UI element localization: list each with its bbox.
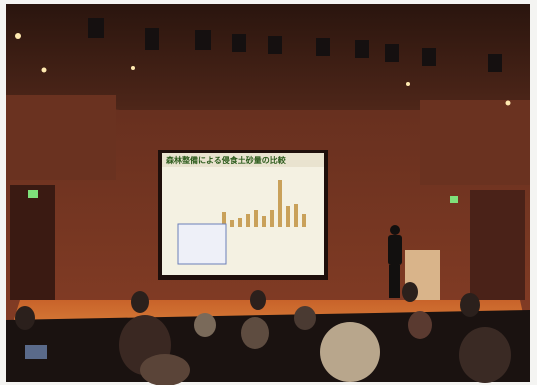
person	[402, 282, 418, 302]
person	[460, 293, 480, 317]
audience	[15, 282, 511, 385]
slide-bar	[270, 210, 274, 227]
slide-bar	[222, 212, 226, 227]
slide-bar	[254, 210, 258, 227]
ceiling-lamps	[15, 33, 511, 106]
side-wall-left	[6, 95, 116, 180]
spotlight	[316, 38, 330, 56]
person	[250, 290, 266, 310]
ceiling	[6, 4, 530, 110]
slide-bar	[262, 216, 266, 227]
slide-bar	[294, 204, 298, 227]
stage-lights	[88, 18, 502, 72]
lamp	[131, 66, 135, 70]
slide-bar	[278, 180, 282, 227]
person	[320, 322, 380, 382]
slide-bar	[286, 206, 290, 227]
spotlight	[88, 18, 104, 38]
exit-sign	[450, 196, 458, 203]
speaker-body	[388, 235, 402, 265]
spotlight	[145, 28, 159, 50]
slide-bar	[302, 214, 306, 227]
lamp	[505, 100, 511, 106]
audience-area	[6, 310, 530, 382]
person	[15, 306, 35, 330]
door-left	[10, 185, 55, 300]
slide-bar	[238, 218, 242, 227]
person	[241, 317, 269, 349]
speaker-legs	[389, 265, 400, 298]
slide-callout	[177, 223, 227, 265]
spotlight	[232, 34, 246, 52]
scene: 森林整備による侵食土砂量の比較	[6, 4, 530, 385]
slide-chart	[222, 180, 306, 227]
side-wall-right	[420, 100, 530, 185]
person	[408, 311, 432, 339]
slide-bar	[246, 214, 250, 227]
laptop	[25, 345, 47, 359]
lamp	[15, 33, 21, 39]
lamp	[41, 67, 47, 73]
speaker	[388, 225, 402, 298]
lamp	[406, 82, 410, 86]
person	[459, 327, 511, 383]
spotlight	[488, 54, 502, 72]
slide-bar	[230, 220, 234, 227]
person	[140, 354, 190, 385]
spotlight	[422, 48, 436, 66]
spotlight	[268, 36, 282, 54]
person	[194, 313, 216, 337]
slide-title-bar	[162, 153, 324, 167]
spotlight	[385, 44, 399, 62]
person	[131, 291, 149, 313]
speaker-head	[390, 225, 400, 235]
spotlight	[195, 30, 211, 50]
exit-sign	[28, 190, 38, 198]
slide-title: 森林整備による侵食土砂量の比較	[166, 155, 287, 165]
spotlight	[355, 40, 369, 58]
person	[294, 306, 316, 330]
door-right	[470, 190, 525, 300]
